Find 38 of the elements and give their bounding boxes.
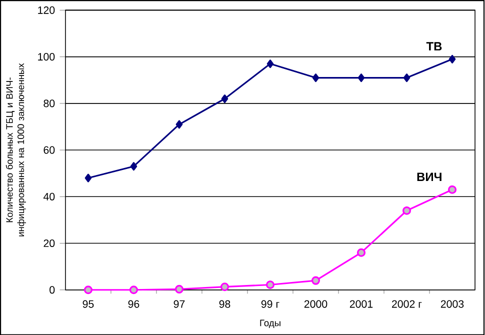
- point: [129, 285, 138, 294]
- point: [221, 94, 228, 103]
- x-tick-label: 98: [219, 300, 230, 308]
- point: [448, 54, 456, 64]
- point: [312, 73, 320, 82]
- x-tick-label: 2002 г: [392, 300, 422, 308]
- point: [84, 174, 92, 182]
- series-label: ВИЧ: [417, 172, 442, 181]
- x-tick-label: 2003: [440, 300, 464, 308]
- point: [220, 282, 229, 291]
- x-tick-label: 95: [82, 300, 94, 308]
- y-tick-label: 20: [44, 239, 55, 247]
- point: [311, 276, 320, 285]
- point: [130, 162, 138, 170]
- point: [403, 73, 410, 82]
- point: [174, 284, 184, 294]
- x-axis-title: Годы: [260, 320, 280, 328]
- y-tick-label: 100: [38, 52, 55, 60]
- point: [448, 185, 457, 194]
- x-tick-label: 96: [128, 300, 140, 308]
- point: [84, 285, 92, 294]
- x-tick-label: 2001: [350, 300, 373, 308]
- y-tick-label: 60: [44, 146, 55, 154]
- y-tick-label: 0: [50, 286, 55, 294]
- y-axis-title: Количество больных ТБЦ и ВИЧ-инфицированных на 1000 заключенных: [6, 63, 26, 236]
- y-tick-label: 120: [38, 6, 55, 14]
- point: [356, 248, 366, 257]
- point: [266, 59, 274, 68]
- point: [358, 73, 365, 82]
- y-tick-label: 80: [44, 99, 55, 108]
- point: [176, 120, 183, 128]
- x-tick-label: 99 г: [261, 300, 280, 308]
- x-tick-label: 97: [174, 300, 185, 308]
- series-label: ТВ: [426, 42, 442, 50]
- point: [402, 206, 412, 215]
- x-tick-label: 2000: [304, 300, 328, 308]
- y-tick-label: 40: [43, 192, 55, 200]
- point: [266, 280, 274, 289]
